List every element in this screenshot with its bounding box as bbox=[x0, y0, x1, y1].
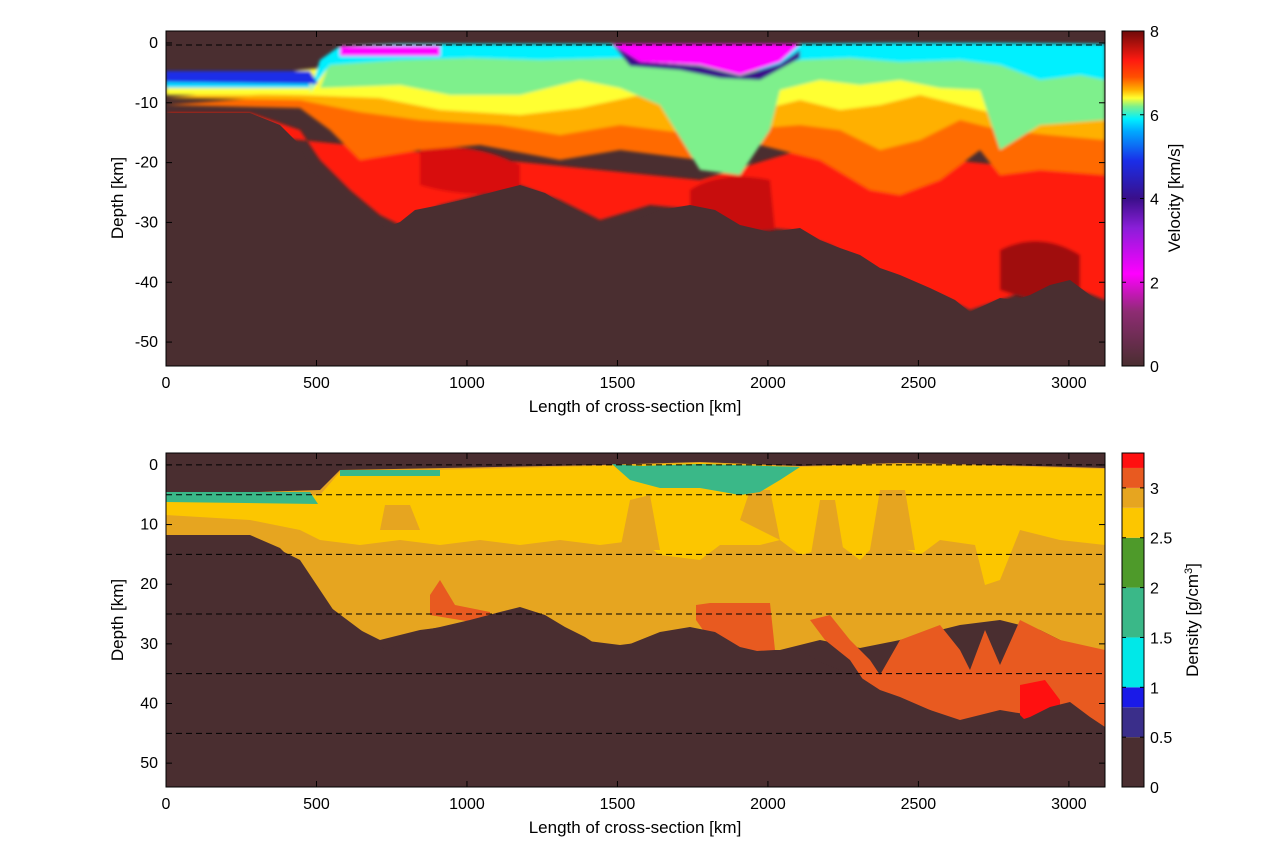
density-colorbar-band bbox=[1122, 453, 1144, 468]
velocity-axes-frame bbox=[165, 30, 1106, 367]
density-colorbar-tick-label: 3 bbox=[1150, 481, 1159, 498]
velocity-ytick-label: -20 bbox=[135, 155, 158, 172]
velocity-xtick-label: 2000 bbox=[750, 375, 786, 392]
velocity-colorbar-gradient bbox=[1122, 31, 1144, 366]
density-colorbar-band bbox=[1122, 687, 1144, 708]
velocity-xtick-label: 2500 bbox=[901, 375, 937, 392]
density-column-5 bbox=[380, 505, 420, 530]
density-colorbar-band bbox=[1122, 707, 1144, 738]
velocity-ytick-label: -30 bbox=[135, 214, 158, 231]
density-colorbar-tick-label: 0 bbox=[1150, 780, 1159, 797]
density-colorbar-tick-label: 1 bbox=[1150, 680, 1159, 697]
density-axes-ticks: 0 500 1000 1500 2000 2500 3000 0 10 20 30 40 50 bbox=[140, 453, 1105, 813]
density-ytick-label: 40 bbox=[140, 696, 158, 713]
density-ref-lines bbox=[166, 464, 1105, 734]
density-colorbar-band bbox=[1122, 637, 1144, 688]
velocity-colorbar: 0 2 4 6 8 bbox=[1122, 24, 1159, 376]
density-xtick-label: 2000 bbox=[750, 796, 786, 813]
velocity-basement bbox=[166, 113, 1105, 366]
velocity-y-label: Depth [km] bbox=[108, 157, 127, 239]
density-axes-frame bbox=[165, 452, 1106, 788]
density-colorbar: 0 0.5 1 1.5 2 2.5 3 bbox=[1122, 453, 1172, 797]
velocity-xtick-label: 1500 bbox=[600, 375, 636, 392]
density-column-1 bbox=[620, 495, 660, 550]
velocity-panel: 0 500 1000 1500 2000 2500 3000 0 -10 -20 -30 -40 -50… bbox=[108, 24, 1184, 416]
velocity-colorbar-tick-label: 8 bbox=[1150, 24, 1159, 41]
density-xtick-label: 2500 bbox=[901, 796, 937, 813]
velocity-water-edge bbox=[612, 44, 800, 80]
density-xtick-label: 1500 bbox=[600, 796, 636, 813]
density-colorbar-tick-label: 1.5 bbox=[1150, 630, 1172, 647]
velocity-colorbar-label: Velocity [km/s] bbox=[1165, 144, 1184, 253]
velocity-colorbar-tick-label: 6 bbox=[1150, 108, 1159, 125]
velocity-ytick-label: -40 bbox=[135, 274, 158, 291]
velocity-layer-green bbox=[320, 55, 1105, 175]
density-colorbar-tick-label: 2 bbox=[1150, 581, 1159, 598]
velocity-x-label: Length of cross-section [km] bbox=[529, 397, 742, 416]
density-xtick-label: 0 bbox=[162, 796, 171, 813]
density-ytick-label: 20 bbox=[140, 576, 158, 593]
velocity-water-1 bbox=[340, 46, 440, 56]
density-surface-air bbox=[166, 453, 1105, 492]
velocity-colorbar-tick-label: 0 bbox=[1150, 359, 1159, 376]
density-colorbar-band bbox=[1122, 587, 1144, 638]
velocity-xtick-label: 500 bbox=[303, 375, 330, 392]
density-water-2 bbox=[612, 464, 800, 495]
density-colorbar-label: Density [g/cm3] bbox=[1183, 563, 1202, 677]
density-ytick-label: 10 bbox=[140, 517, 158, 534]
velocity-colorbar-tick-label: 4 bbox=[1150, 192, 1159, 209]
density-xtick-label: 1000 bbox=[449, 796, 485, 813]
density-ytick-label: 50 bbox=[140, 755, 158, 772]
density-lower-3 bbox=[430, 580, 490, 625]
density-colorbar-band bbox=[1122, 467, 1144, 488]
density-water-1 bbox=[340, 470, 440, 476]
density-column-4 bbox=[740, 490, 780, 540]
velocity-anomaly-3 bbox=[420, 147, 520, 194]
density-colorbar-frame bbox=[1121, 452, 1145, 788]
density-xtick-label: 500 bbox=[303, 796, 330, 813]
density-column-3 bbox=[870, 490, 915, 550]
density-colorbar-tick-label: 2.5 bbox=[1150, 531, 1172, 548]
density-xtick-label: 3000 bbox=[1051, 796, 1087, 813]
velocity-ytick-label: -10 bbox=[135, 95, 158, 112]
velocity-water-left bbox=[166, 71, 318, 84]
density-x-label: Length of cross-section [km] bbox=[529, 818, 742, 837]
density-basement bbox=[166, 535, 1105, 787]
density-colorbar-band bbox=[1122, 537, 1144, 588]
density-ytick-label: 30 bbox=[140, 636, 158, 653]
density-column-2 bbox=[810, 500, 845, 560]
velocity-layer-cyan bbox=[310, 43, 1105, 92]
density-colorbar-band bbox=[1122, 507, 1144, 538]
density-water-left bbox=[166, 492, 318, 504]
velocity-water-2 bbox=[612, 44, 800, 75]
velocity-ytick-label: -50 bbox=[135, 334, 158, 351]
density-colorbar-band bbox=[1122, 487, 1144, 508]
velocity-colorbar-frame bbox=[1121, 30, 1145, 367]
density-colorbar-band bbox=[1122, 737, 1144, 787]
velocity-field bbox=[166, 31, 1105, 366]
density-field bbox=[166, 453, 1105, 787]
velocity-axes-ticks: 0 500 1000 1500 2000 2500 3000 0 -10 -20 -30 -40 -50 bbox=[135, 31, 1105, 392]
density-y-label: Depth [km] bbox=[108, 579, 127, 661]
velocity-xtick-label: 1000 bbox=[449, 375, 485, 392]
density-colorbar-tick-label: 0.5 bbox=[1150, 730, 1172, 747]
density-ytick-label: 0 bbox=[149, 457, 158, 474]
velocity-xtick-label: 3000 bbox=[1051, 375, 1087, 392]
velocity-xtick-label: 0 bbox=[162, 375, 171, 392]
velocity-colorbar-tick-label: 2 bbox=[1150, 275, 1159, 292]
velocity-ytick-label: 0 bbox=[149, 35, 158, 52]
